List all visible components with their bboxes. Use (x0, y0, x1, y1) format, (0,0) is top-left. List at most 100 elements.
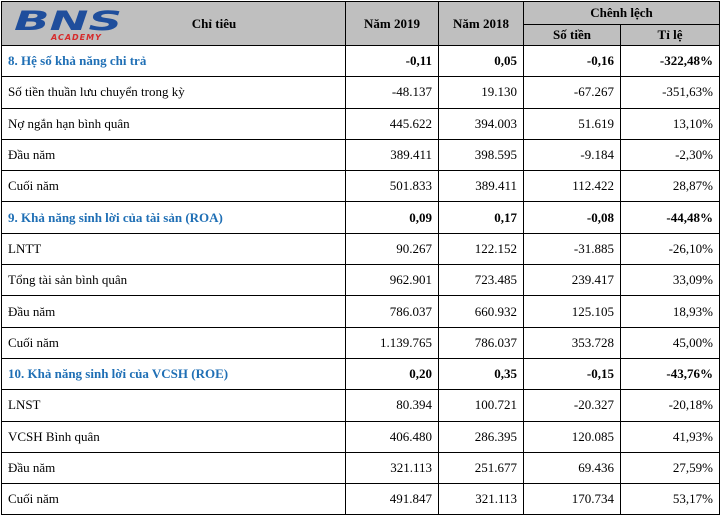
difference-amount: -31.885 (523, 232, 621, 266)
value-2019: -48.137 (345, 76, 439, 109)
value-2018: 398.595 (438, 138, 524, 172)
year-2018-header: Năm 2018 (438, 1, 524, 46)
difference-ratio: 13,10% (619, 107, 721, 140)
table-row: Đầu năm 321.113 251.677 69.436 27,59% (1, 451, 721, 485)
table-row: LNST 80.394 100.721 -20.327 -20,18% (1, 389, 721, 422)
row-label: 9. Khả năng sinh lời của tài sản (ROA) (1, 201, 346, 234)
difference-amount: -0,16 (523, 44, 621, 78)
value-2018: 786.037 (438, 326, 524, 359)
row-label: Đầu năm (1, 295, 346, 328)
year-2019-header: Năm 2019 (345, 1, 439, 46)
value-2018: 389.411 (438, 170, 524, 203)
table-row: Cuối năm 491.847 321.113 170.734 53,17% (1, 483, 721, 516)
difference-amount: 120.085 (523, 420, 621, 453)
value-2019: 962.901 (345, 264, 439, 297)
difference-amount: -20.327 (523, 389, 621, 422)
section-row: 10. Khả năng sinh lời của VCSH (ROE) 0,20… (1, 357, 721, 391)
value-2018: 0,35 (438, 357, 524, 391)
value-2019: 786.037 (345, 295, 439, 328)
row-label: Nợ ngắn hạn bình quân (1, 107, 346, 140)
svg-text:ACADEMY: ACADEMY (50, 33, 102, 42)
difference-ratio: -44,48% (619, 201, 721, 234)
table-body: 8. Hệ số khả năng chi trả -0,11 0,05 -0,16-… (1, 44, 721, 516)
amount-header: Số tiền (523, 24, 621, 46)
indicator-header-label: Chỉ tiêu (191, 15, 237, 31)
ratio-header: Tỉ lệ (619, 24, 721, 46)
value-2018: 0,17 (438, 201, 524, 234)
row-label: Số tiền thuần lưu chuyển trong kỳ (1, 76, 346, 109)
difference-ratio: -351,63% (619, 76, 721, 109)
difference-ratio: 33,09% (619, 264, 721, 297)
difference-ratio: -43,76% (619, 357, 721, 391)
value-2018: 394.003 (438, 107, 524, 140)
value-2019: 0,09 (345, 201, 439, 234)
row-label: LNTT (1, 232, 346, 266)
value-2019: 389.411 (345, 138, 439, 172)
value-2018: 321.113 (438, 483, 524, 516)
value-2019: 406.480 (345, 420, 439, 453)
difference-amount: 112.422 (523, 170, 621, 203)
difference-ratio: 18,93% (619, 295, 721, 328)
difference-amount: 170.734 (523, 483, 621, 516)
value-2019: -0,11 (345, 44, 439, 78)
row-label: 8. Hệ số khả năng chi trả (1, 44, 346, 78)
difference-amount: -9.184 (523, 138, 621, 172)
difference-amount: -0,08 (523, 201, 621, 234)
value-2018: 19.130 (438, 76, 524, 109)
value-2018: 100.721 (438, 389, 524, 422)
value-2019: 501.833 (345, 170, 439, 203)
svg-text:BNS: BNS (14, 6, 122, 37)
difference-amount: 125.105 (523, 295, 621, 328)
difference-amount: -0,15 (523, 357, 621, 391)
value-2019: 80.394 (345, 389, 439, 422)
difference-ratio: -2,30% (619, 138, 721, 172)
value-2018: 286.395 (438, 420, 524, 453)
difference-amount: -67.267 (523, 76, 621, 109)
row-label: Đầu năm (1, 138, 346, 172)
difference-ratio: -322,48% (619, 44, 721, 78)
table-row: Tổng tài sản bình quân 962.901 723.485 239.… (1, 264, 721, 297)
value-2019: 491.847 (345, 483, 439, 516)
value-2018: 0,05 (438, 44, 524, 78)
difference-header: Chênh lệch (522, 1, 721, 25)
difference-amount: 69.436 (523, 451, 621, 485)
table-row: Đầu năm 786.037 660.932 125.105 18,93% (1, 295, 721, 328)
difference-ratio: 27,59% (619, 451, 721, 485)
table-header: BNS ACADEMY Chỉ tiêu Năm 2019 Năm 2018 C… (1, 1, 721, 46)
bns-academy-logo: BNS ACADEMY (14, 6, 122, 42)
difference-amount: 51.619 (523, 107, 621, 140)
value-2019: 90.267 (345, 232, 439, 266)
value-2018: 251.677 (438, 451, 524, 485)
table-row: Cuối năm 501.833 389.411 112.422 28,87% (1, 170, 721, 203)
value-2019: 445.622 (345, 107, 439, 140)
difference-ratio: 28,87% (619, 170, 721, 203)
table-row: LNTT 90.267 122.152 -31.885 -26,10% (1, 232, 721, 266)
row-label: LNST (1, 389, 346, 422)
table-row: Cuối năm 1.139.765 786.037 353.728 45,00% (1, 326, 721, 359)
value-2018: 723.485 (438, 264, 524, 297)
row-label: Cuối năm (1, 170, 346, 203)
value-2019: 0,20 (345, 357, 439, 391)
indicator-column-header: BNS ACADEMY Chỉ tiêu (1, 1, 346, 46)
table-row: Đầu năm 389.411 398.595 -9.184 -2,30% (1, 138, 721, 172)
value-2018: 122.152 (438, 232, 524, 266)
row-label: Cuối năm (1, 483, 346, 516)
section-row: 8. Hệ số khả năng chi trả -0,11 0,05 -0,16-… (1, 44, 721, 78)
row-label: 10. Khả năng sinh lời của VCSH (ROE) (1, 357, 346, 391)
difference-ratio: 41,93% (619, 420, 721, 453)
value-2019: 321.113 (345, 451, 439, 485)
value-2018: 660.932 (438, 295, 524, 328)
table-row: Số tiền thuần lưu chuyển trong kỳ -48.137… (1, 76, 721, 109)
difference-ratio: -26,10% (619, 232, 721, 266)
section-row: 9. Khả năng sinh lời của tài sản (ROA) 0,… (1, 201, 721, 234)
table-row: VCSH Bình quân 406.480 286.395 120.085 41,93… (1, 420, 721, 453)
value-2019: 1.139.765 (345, 326, 439, 359)
row-label: VCSH Bình quân (1, 420, 346, 453)
table-row: Nợ ngắn hạn bình quân 445.622 394.003 51.61… (1, 107, 721, 140)
difference-ratio: -20,18% (619, 389, 721, 422)
row-label: Cuối năm (1, 326, 346, 359)
difference-amount: 239.417 (523, 264, 621, 297)
row-label: Tổng tài sản bình quân (1, 264, 346, 297)
difference-ratio: 45,00% (619, 326, 721, 359)
